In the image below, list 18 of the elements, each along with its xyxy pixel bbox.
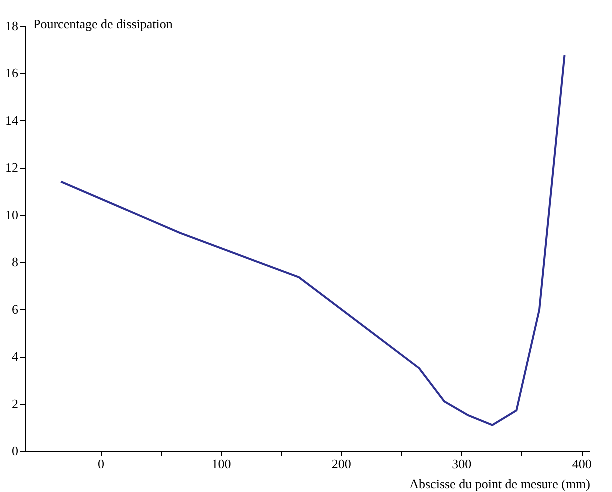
y-tick-label: 12 bbox=[6, 160, 18, 176]
y-tick-label: 0 bbox=[12, 444, 18, 458]
x-axis-title: Abscisse du point de mesure (mm) bbox=[410, 476, 590, 492]
x-tick-label: 400 bbox=[572, 456, 592, 472]
y-tick-label: 8 bbox=[12, 254, 18, 270]
x-tick-label: 300 bbox=[452, 456, 472, 472]
line-series bbox=[60, 54, 566, 426]
y-tick-label: 18 bbox=[6, 18, 18, 34]
y-tick-label: 6 bbox=[12, 302, 19, 317]
y-tick-label: 10 bbox=[6, 207, 18, 222]
y-tick-label: 14 bbox=[6, 112, 19, 128]
x-tick-label: 100 bbox=[212, 456, 232, 472]
y-tick-label: 2 bbox=[12, 396, 18, 412]
y-tick-label: 4 bbox=[12, 349, 19, 364]
y-axis-title: Pourcentage de dissipation bbox=[34, 16, 174, 32]
x-tick-label: 0 bbox=[98, 456, 104, 472]
x-tick-label: 200 bbox=[332, 456, 352, 472]
y-tick-label: 16 bbox=[6, 66, 19, 81]
